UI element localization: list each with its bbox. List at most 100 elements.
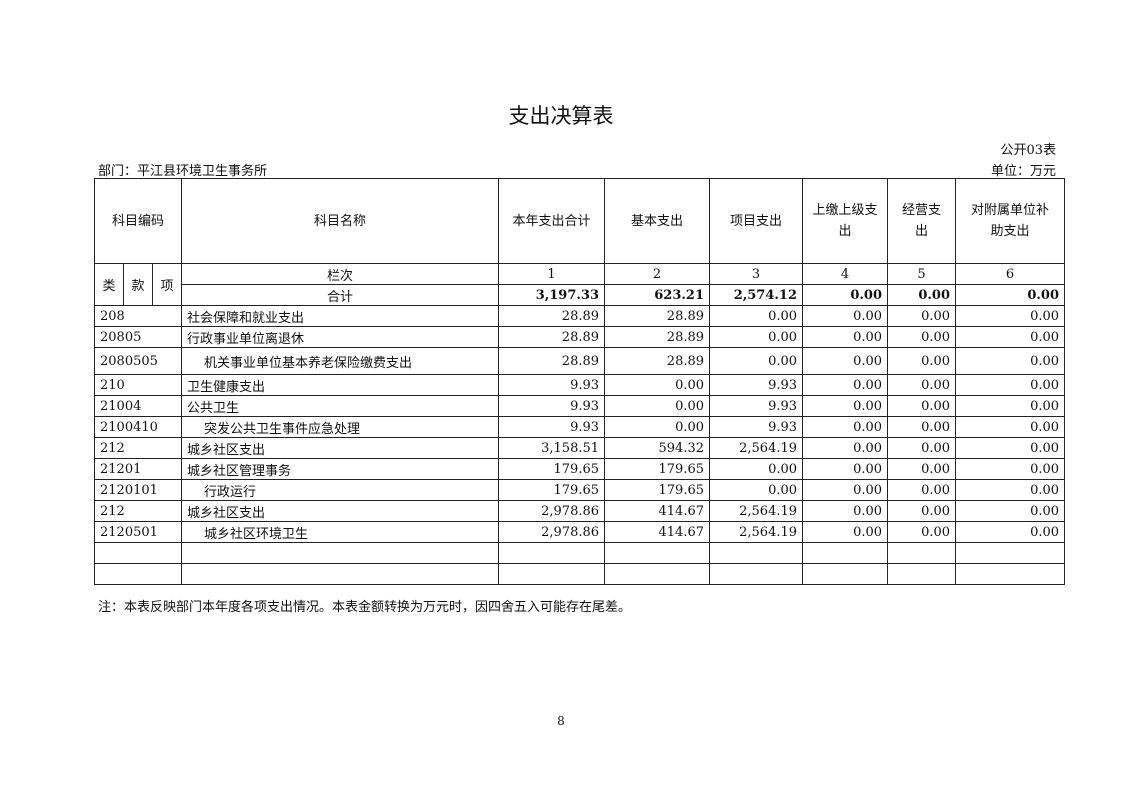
row-value: 0.00 bbox=[887, 305, 957, 327]
row-value: 0.00 bbox=[709, 347, 804, 375]
row-value: 0.00 bbox=[955, 347, 1066, 375]
row-value: 2,564.19 bbox=[709, 500, 804, 522]
row-value: 0.00 bbox=[604, 374, 711, 396]
empty-cell bbox=[887, 542, 957, 564]
header-business: 经营支出 bbox=[887, 178, 957, 264]
row-name: 突发公共卫生事件应急处理 bbox=[181, 416, 500, 438]
row-value: 0.00 bbox=[955, 416, 1066, 438]
row-value: 0.00 bbox=[887, 458, 957, 480]
total-value: 0.00 bbox=[955, 284, 1066, 306]
row-code: 20805 bbox=[93, 326, 183, 348]
header-code: 科目编码 bbox=[93, 178, 183, 264]
col-num: 4 bbox=[802, 263, 889, 285]
header-row: 科目编码 科目名称 本年支出合计 基本支出 项目支出 上缴上级支出 经营支出 对… bbox=[93, 178, 1066, 264]
row-code: 212 bbox=[93, 500, 183, 522]
header-xiang: 项 bbox=[151, 263, 183, 306]
row-value: 9.93 bbox=[709, 416, 804, 438]
table-row: 208 社会保障和就业支出 28.89 28.89 0.00 0.00 0.00 0.00 bbox=[93, 305, 1066, 327]
row-value: 0.00 bbox=[887, 416, 957, 438]
empty-cell bbox=[887, 563, 957, 585]
row-code: 2100410 bbox=[93, 416, 183, 438]
empty-cell bbox=[604, 542, 711, 564]
empty-cell bbox=[93, 542, 183, 564]
row-value: 0.00 bbox=[955, 374, 1066, 396]
row-name: 社会保障和就业支出 bbox=[181, 305, 500, 327]
row-value: 0.00 bbox=[802, 416, 889, 438]
total-value: 0.00 bbox=[887, 284, 957, 306]
table-row: 2080505 机关事业单位基本养老保险缴费支出 28.89 28.89 0.00 0.0… bbox=[93, 347, 1066, 375]
row-value: 0.00 bbox=[955, 326, 1066, 348]
table-row: 2120501 城乡社区环境卫生 2,978.86 414.67 2,564.19 0.0… bbox=[93, 521, 1066, 543]
row-name: 行政运行 bbox=[181, 479, 500, 501]
department-label: 部门：平江县环境卫生事务所 bbox=[98, 164, 268, 179]
total-row: 合计 3,197.33 623.21 2,574.12 0.00 0.00 0.… bbox=[95, 284, 1066, 306]
row-value: 0.00 bbox=[887, 326, 957, 348]
row-value: 0.00 bbox=[709, 458, 804, 480]
row-value: 28.89 bbox=[498, 326, 606, 348]
empty-cell bbox=[955, 542, 1066, 564]
row-name: 城乡社区支出 bbox=[181, 500, 500, 522]
row-name: 城乡社区管理事务 bbox=[181, 458, 500, 480]
column-number-row: 类 款 项 栏次 1 2 3 4 5 6 bbox=[94, 263, 1066, 306]
table-row: 21004 公共卫生 9.93 0.00 9.93 0.00 0.00 0.00 bbox=[93, 395, 1066, 417]
row-name: 卫生健康支出 bbox=[181, 374, 500, 396]
table-row: 212 城乡社区支出 2,978.86 414.67 2,564.19 0.00 0.00 0… bbox=[93, 500, 1066, 522]
col-num: 3 bbox=[709, 263, 804, 285]
row-value: 0.00 bbox=[887, 521, 957, 543]
row-value: 179.65 bbox=[498, 479, 606, 501]
empty-cell bbox=[802, 542, 889, 564]
col-num: 1 bbox=[498, 263, 606, 285]
row-value: 28.89 bbox=[604, 347, 711, 375]
row-value: 2,564.19 bbox=[709, 521, 804, 543]
row-value: 0.00 bbox=[955, 479, 1066, 501]
page-title: 支出决算表 bbox=[508, 104, 614, 128]
row-value: 0.00 bbox=[955, 521, 1066, 543]
header-lei: 类 bbox=[94, 263, 124, 306]
row-value: 0.00 bbox=[887, 500, 957, 522]
row-code: 212 bbox=[93, 437, 183, 459]
row-value: 0.00 bbox=[887, 479, 957, 501]
empty-row bbox=[93, 563, 1066, 585]
row-value: 0.00 bbox=[955, 395, 1066, 417]
empty-cell bbox=[498, 542, 606, 564]
row-code: 21201 bbox=[93, 458, 183, 480]
row-value: 179.65 bbox=[604, 458, 711, 480]
row-value: 0.00 bbox=[887, 374, 957, 396]
row-code: 2080505 bbox=[93, 347, 183, 375]
row-value: 0.00 bbox=[955, 305, 1066, 327]
row-code: 210 bbox=[93, 374, 183, 396]
row-value: 9.93 bbox=[709, 374, 804, 396]
row-value: 0.00 bbox=[802, 347, 889, 375]
total-value: 3,197.33 bbox=[498, 284, 606, 306]
row-name: 公共卫生 bbox=[181, 395, 500, 417]
header-lanci: 栏次 bbox=[181, 263, 500, 285]
empty-cell bbox=[604, 563, 711, 585]
row-value: 0.00 bbox=[955, 437, 1066, 459]
row-value: 9.93 bbox=[498, 416, 606, 438]
row-value: 0.00 bbox=[709, 305, 804, 327]
header-subsidy: 对附属单位补助支出 bbox=[955, 178, 1066, 264]
row-value: 0.00 bbox=[802, 395, 889, 417]
row-value: 0.00 bbox=[802, 458, 889, 480]
row-value: 9.93 bbox=[498, 374, 606, 396]
row-value: 594.32 bbox=[604, 437, 711, 459]
row-value: 9.93 bbox=[709, 395, 804, 417]
row-value: 0.00 bbox=[802, 500, 889, 522]
row-value: 28.89 bbox=[498, 305, 606, 327]
header-total: 本年支出合计 bbox=[498, 178, 606, 264]
row-value: 2,978.86 bbox=[498, 521, 606, 543]
row-value: 28.89 bbox=[498, 347, 606, 375]
row-value: 0.00 bbox=[802, 326, 889, 348]
table-row: 212 城乡社区支出 3,158.51 594.32 2,564.19 0.00 0.00 0… bbox=[93, 437, 1066, 459]
row-value: 414.67 bbox=[604, 521, 711, 543]
row-value: 0.00 bbox=[604, 395, 711, 417]
row-value: 179.65 bbox=[498, 458, 606, 480]
empty-cell bbox=[709, 542, 804, 564]
total-value: 623.21 bbox=[604, 284, 711, 306]
row-value: 3,158.51 bbox=[498, 437, 606, 459]
empty-cell bbox=[955, 563, 1066, 585]
total-value: 2,574.12 bbox=[709, 284, 804, 306]
row-value: 0.00 bbox=[802, 374, 889, 396]
table-row: 210 卫生健康支出 9.93 0.00 9.93 0.00 0.00 0.00 bbox=[93, 374, 1066, 396]
row-name: 城乡社区支出 bbox=[181, 437, 500, 459]
